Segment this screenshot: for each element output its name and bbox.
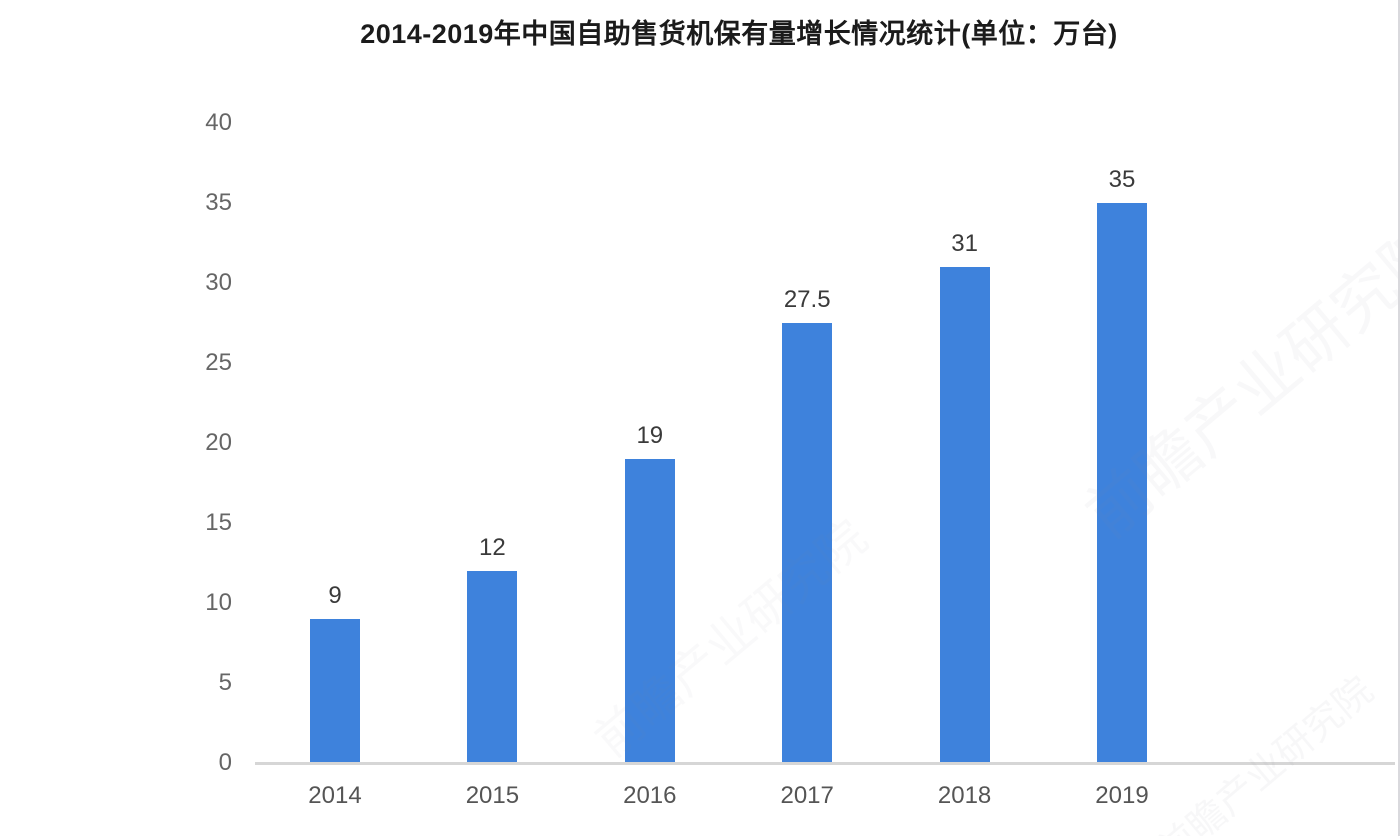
bar-value-label: 12: [479, 534, 506, 561]
bar-value-label: 19: [636, 422, 664, 449]
bar-value-label: 35: [1108, 166, 1136, 193]
bar-value-label: 27.5: [783, 286, 831, 313]
bar-2015: [467, 571, 518, 763]
bar-2019: [1097, 203, 1147, 763]
bar-2016: [624, 459, 675, 763]
bar-2018: [939, 267, 990, 763]
y-tick-label: 0: [218, 749, 232, 776]
bar-value-label: 31: [951, 230, 978, 257]
x-tick-label: 2017: [780, 782, 834, 809]
y-tick-label: 20: [205, 429, 232, 456]
bar-2017: [782, 323, 833, 763]
y-tick-label: 25: [205, 349, 232, 376]
y-tick-label: 40: [205, 109, 232, 136]
y-tick-label: 15: [205, 509, 232, 536]
y-tick-label: 35: [205, 189, 232, 216]
y-tick-label: 30: [205, 269, 232, 296]
x-tick-label: 2016: [623, 782, 677, 809]
x-tick-label: 2015: [465, 782, 520, 809]
x-axis-line: [255, 762, 1395, 765]
x-tick-label: 2014: [308, 782, 362, 809]
bar-value-label: 9: [328, 582, 342, 609]
bar-2014: [310, 619, 360, 763]
y-tick-label: 5: [218, 669, 232, 696]
watermark: 前瞻产业研究院: [577, 500, 879, 770]
chart-title: 2014-2019年中国自助售货机保有量增长情况统计(单位：万台): [360, 19, 1118, 49]
x-tick-label: 2018: [937, 782, 992, 809]
y-tick-label: 10: [205, 589, 232, 616]
x-tick-label: 2019: [1095, 782, 1149, 809]
